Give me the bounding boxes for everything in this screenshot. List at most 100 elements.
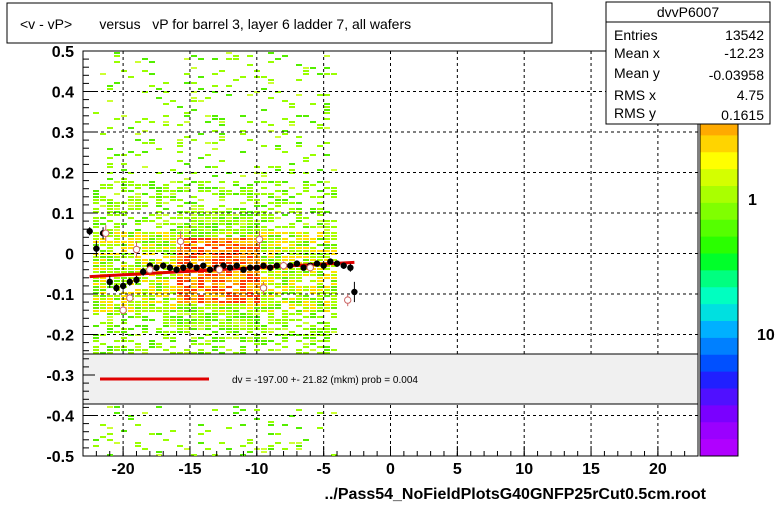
heatmap-cell xyxy=(233,295,239,297)
heatmap-cell xyxy=(163,202,169,204)
heatmap-cell xyxy=(275,235,281,237)
profile-point xyxy=(173,266,180,273)
heatmap-cell xyxy=(121,184,127,186)
heatmap-cell xyxy=(121,265,127,267)
heatmap-cell xyxy=(114,346,120,348)
palette-cell xyxy=(700,287,738,305)
heatmap-cell xyxy=(93,304,99,306)
heatmap-cell xyxy=(198,295,204,297)
heatmap-cell xyxy=(156,310,162,312)
heatmap-cell xyxy=(240,175,246,177)
heatmap-cell xyxy=(128,277,134,279)
heatmap-cell xyxy=(170,337,176,339)
heatmap-cell xyxy=(219,181,225,183)
heatmap-cell xyxy=(156,193,162,195)
heatmap-cell xyxy=(289,313,295,315)
heatmap-cell xyxy=(177,247,183,249)
heatmap-cell xyxy=(205,232,211,234)
heatmap-cell xyxy=(128,76,134,78)
heatmap-cell xyxy=(331,190,337,192)
heatmap-cell xyxy=(303,226,309,228)
profile-point xyxy=(166,264,174,271)
heatmap-cell xyxy=(149,187,155,189)
stats-value-mean-y: -0.03958 xyxy=(709,67,764,83)
profile-point-open xyxy=(279,261,288,270)
heatmap-cell xyxy=(310,250,316,252)
heatmap-cell xyxy=(149,310,155,312)
heatmap-cell xyxy=(163,256,169,258)
heatmap-cell xyxy=(142,259,148,261)
heatmap-cell xyxy=(212,337,218,339)
heatmap-cell xyxy=(142,289,148,291)
heatmap-cell xyxy=(121,349,127,351)
heatmap-cell xyxy=(219,70,225,72)
heatmap-cell xyxy=(331,169,337,171)
heatmap-cell xyxy=(198,205,204,207)
heatmap-cell xyxy=(107,295,113,297)
heatmap-cell xyxy=(282,190,288,192)
heatmap-cell xyxy=(268,166,274,168)
heatmap-cell xyxy=(310,331,316,333)
heatmap-cell xyxy=(93,352,99,354)
heatmap-cell xyxy=(156,235,162,237)
heatmap-cell xyxy=(149,280,155,282)
heatmap-cell xyxy=(93,208,99,210)
heatmap-cell xyxy=(310,280,316,282)
heatmap-cell xyxy=(191,139,197,141)
heatmap-cell xyxy=(275,292,281,294)
heatmap-cell xyxy=(156,328,162,330)
heatmap-cell xyxy=(184,241,190,243)
heatmap-cell xyxy=(317,274,323,276)
heatmap-cell xyxy=(240,280,246,282)
heatmap-cell xyxy=(324,325,330,327)
heatmap-cell xyxy=(128,184,134,186)
heatmap-cell xyxy=(289,259,295,261)
heatmap-cell xyxy=(282,313,288,315)
heatmap-cell xyxy=(317,127,323,129)
heatmap-cell xyxy=(191,223,197,225)
heatmap-cell xyxy=(191,55,197,57)
heatmap-cell xyxy=(240,235,246,237)
heatmap-cell xyxy=(331,277,337,279)
heatmap-cell xyxy=(107,235,113,237)
heatmap-cell xyxy=(247,187,253,189)
heatmap-cell xyxy=(268,61,274,63)
heatmap-cell xyxy=(163,286,169,288)
heatmap-cell xyxy=(317,265,323,267)
heatmap-cell xyxy=(212,142,218,144)
heatmap-cell xyxy=(247,304,253,306)
heatmap-cell xyxy=(247,271,253,273)
heatmap-cell xyxy=(100,292,106,294)
palette-cell xyxy=(700,439,738,457)
heatmap-cell xyxy=(128,340,134,342)
heatmap-cell xyxy=(205,115,211,117)
heatmap-cell xyxy=(100,199,106,201)
heatmap-cell xyxy=(275,148,281,150)
heatmap-cell xyxy=(296,142,302,144)
heatmap-cell xyxy=(149,220,155,222)
heatmap-cell xyxy=(170,217,176,219)
heatmap-cell xyxy=(198,343,204,345)
heatmap-cell xyxy=(317,244,323,246)
heatmap-cell xyxy=(191,238,197,240)
heatmap-cell xyxy=(268,79,274,81)
heatmap-cell xyxy=(93,271,99,273)
heatmap-cell xyxy=(121,301,127,303)
heatmap-cell xyxy=(198,250,204,252)
heatmap-cell xyxy=(240,151,246,153)
heatmap-cell xyxy=(128,352,134,354)
heatmap-cell xyxy=(233,217,239,219)
heatmap-cell xyxy=(156,223,162,225)
heatmap-cell xyxy=(135,346,141,348)
heatmap-cell xyxy=(296,247,302,249)
heatmap-cell xyxy=(331,292,337,294)
heatmap-cell xyxy=(268,349,274,351)
heatmap-cell xyxy=(240,247,246,249)
heatmap-cell xyxy=(156,148,162,150)
heatmap-cell xyxy=(331,271,337,273)
heatmap-cell xyxy=(282,193,288,195)
heatmap-cell xyxy=(331,331,337,333)
heatmap-cell xyxy=(303,232,309,234)
heatmap-cell xyxy=(261,247,267,249)
heatmap-cell xyxy=(177,205,183,207)
